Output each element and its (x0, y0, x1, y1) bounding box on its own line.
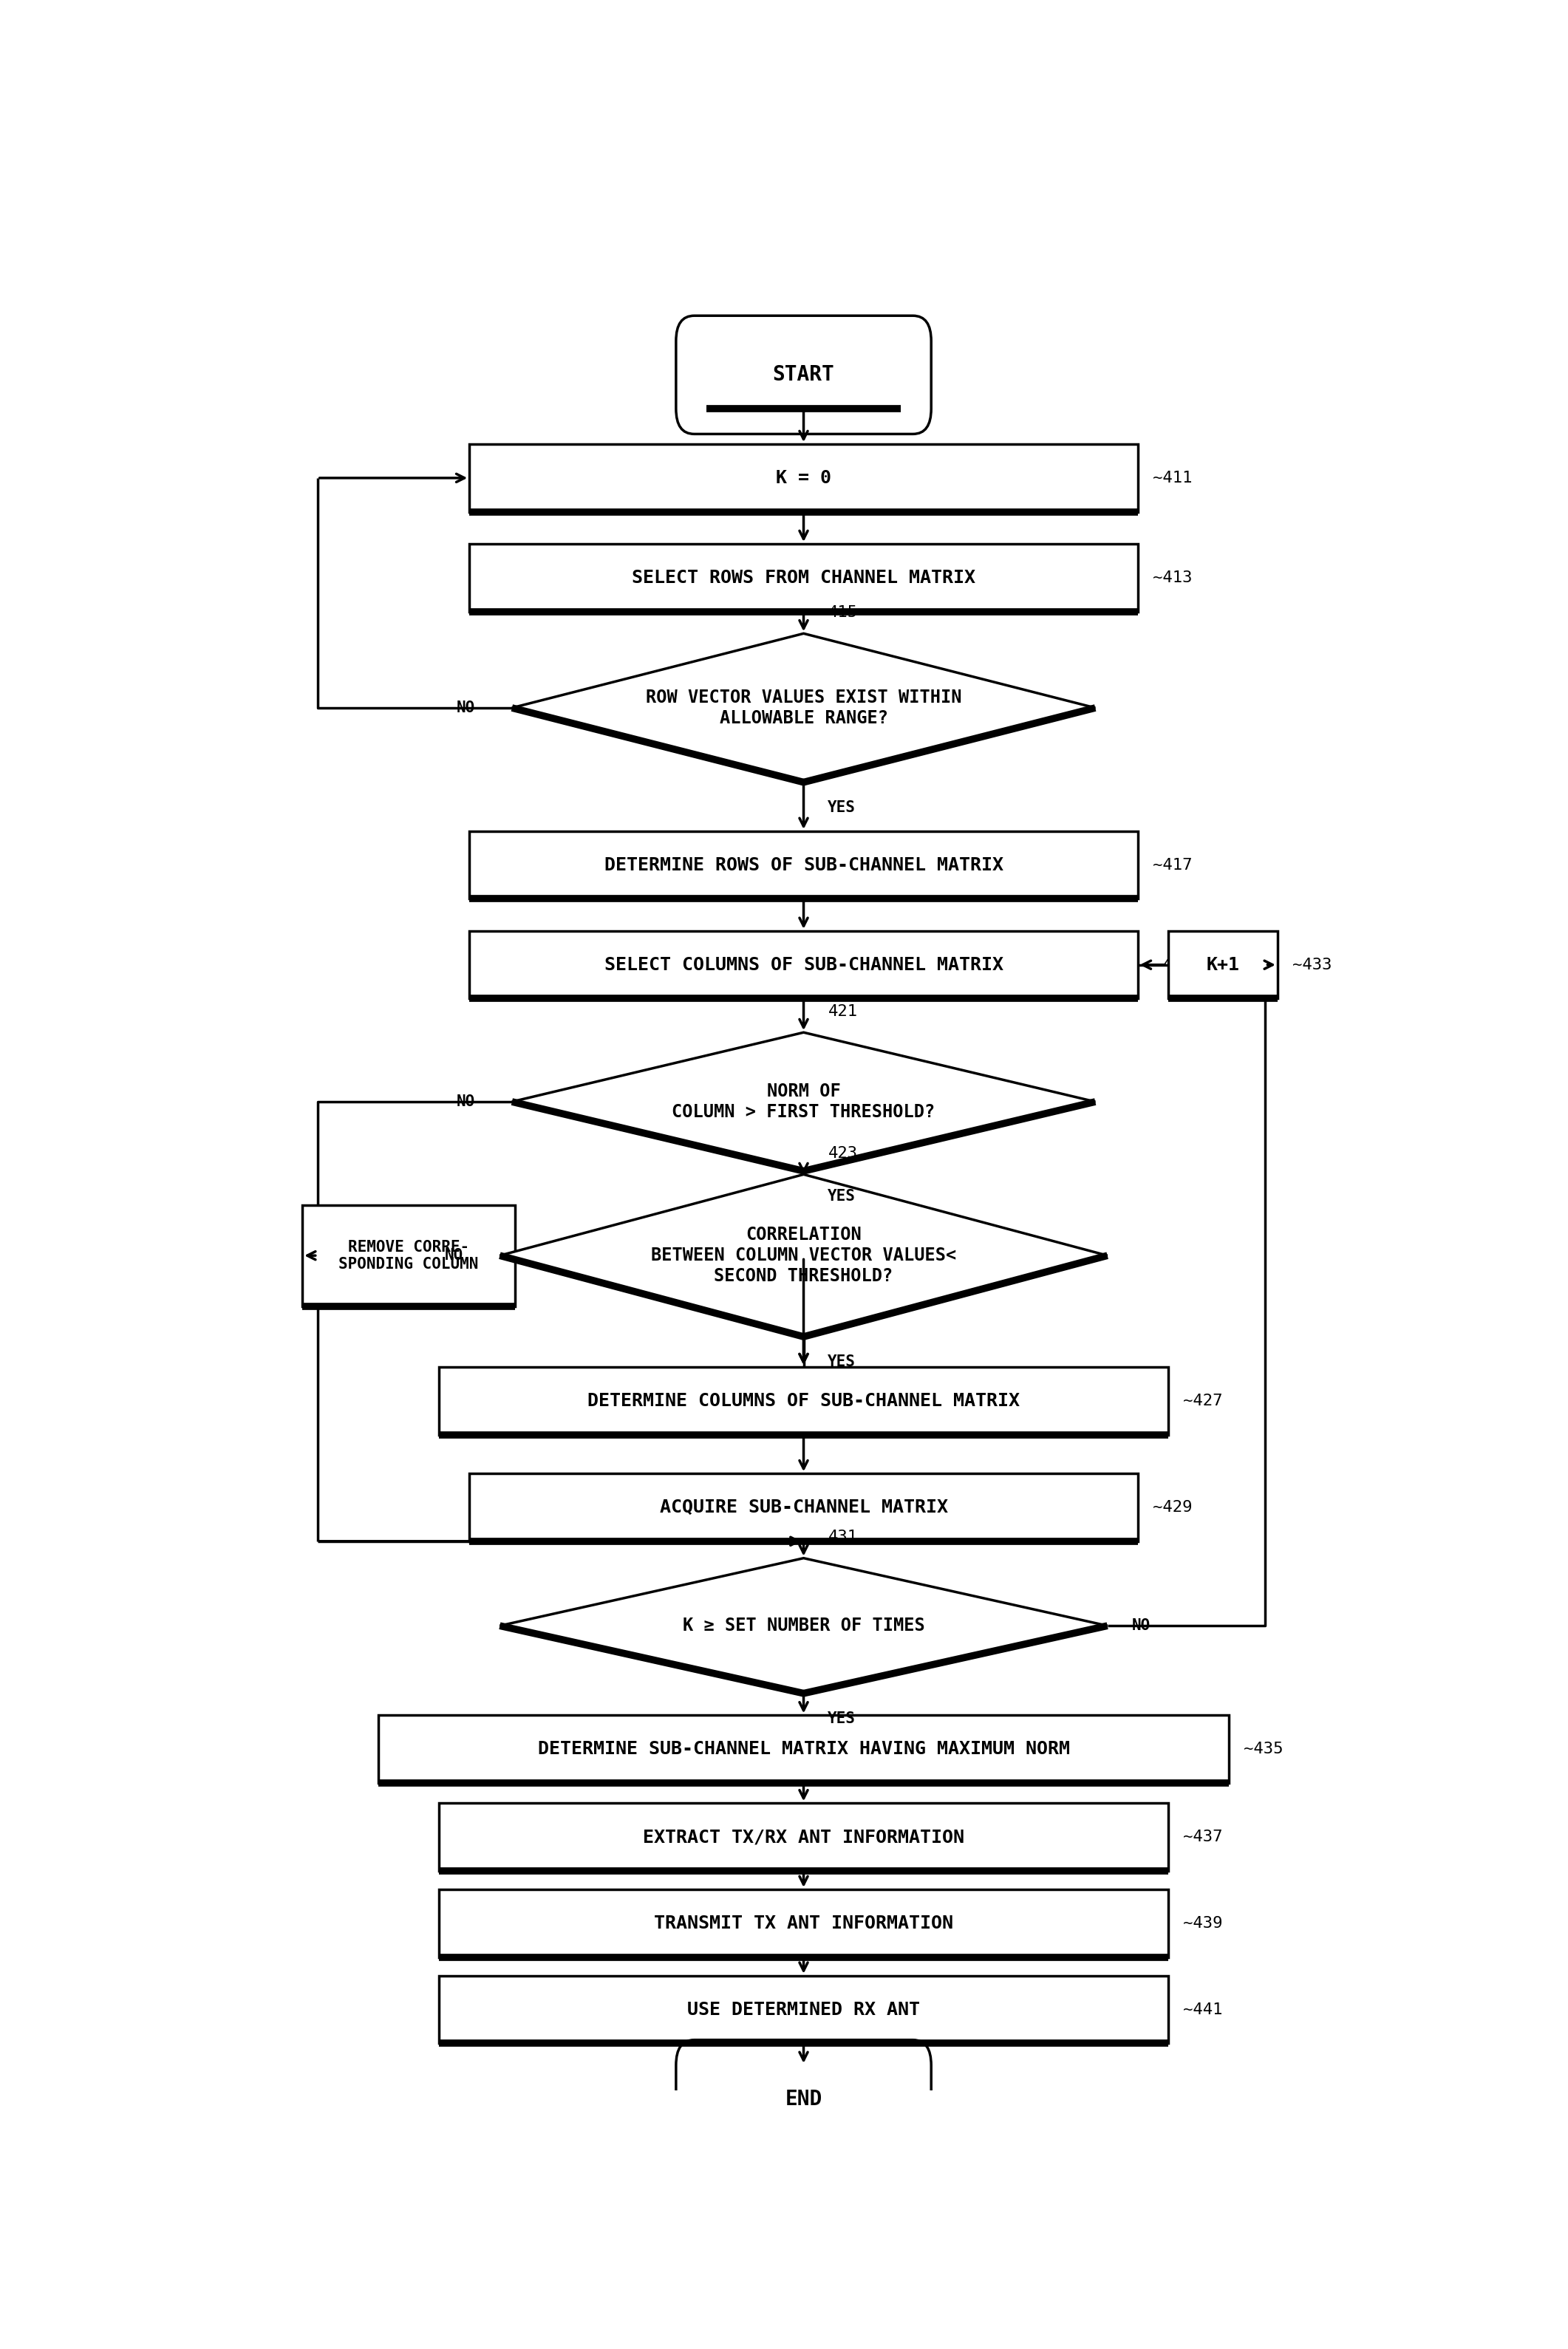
Text: ~411: ~411 (1152, 470, 1192, 486)
Text: DETERMINE COLUMNS OF SUB-CHANNEL MATRIX: DETERMINE COLUMNS OF SUB-CHANNEL MATRIX (588, 1393, 1019, 1409)
Text: EXTRACT TX/RX ANT INFORMATION: EXTRACT TX/RX ANT INFORMATION (643, 1828, 964, 1846)
Text: 431: 431 (828, 1529, 858, 1546)
Bar (469, 545, 1138, 611)
Bar (439, 1889, 1168, 1957)
Text: ~413: ~413 (1152, 571, 1192, 585)
Bar (439, 1804, 1168, 1870)
Text: NO: NO (445, 1247, 464, 1264)
Text: K+1: K+1 (1206, 956, 1239, 975)
Bar (439, 1367, 1168, 1435)
Text: K = 0: K = 0 (776, 470, 831, 486)
Text: ~441: ~441 (1182, 2001, 1223, 2018)
Text: YES: YES (828, 1189, 856, 1203)
Text: 421: 421 (828, 1003, 858, 1019)
Text: ~433: ~433 (1292, 958, 1331, 972)
Bar (1168, 930, 1278, 998)
Text: K ≥ SET NUMBER OF TIMES: K ≥ SET NUMBER OF TIMES (682, 1616, 925, 1635)
Bar (469, 1473, 1138, 1541)
Polygon shape (511, 1034, 1094, 1172)
Text: ~435: ~435 (1243, 1741, 1283, 1757)
Text: START: START (773, 364, 834, 385)
Text: ~419: ~419 (1152, 958, 1192, 972)
Text: ACQUIRE SUB-CHANNEL MATRIX: ACQUIRE SUB-CHANNEL MATRIX (660, 1499, 947, 1517)
Text: DETERMINE SUB-CHANNEL MATRIX HAVING MAXIMUM NORM: DETERMINE SUB-CHANNEL MATRIX HAVING MAXI… (538, 1741, 1069, 1757)
Text: USE DETERMINED RX ANT: USE DETERMINED RX ANT (687, 2001, 920, 2018)
Text: ~427: ~427 (1182, 1393, 1223, 1409)
Text: REMOVE CORRE-
SPONDING COLUMN: REMOVE CORRE- SPONDING COLUMN (339, 1240, 478, 1271)
Text: END: END (786, 2088, 822, 2109)
Bar (439, 1976, 1168, 2044)
FancyBboxPatch shape (676, 2039, 931, 2159)
Text: SELECT COLUMNS OF SUB-CHANNEL MATRIX: SELECT COLUMNS OF SUB-CHANNEL MATRIX (604, 956, 1004, 975)
Text: ~437: ~437 (1182, 1830, 1223, 1844)
Text: NORM OF
COLUMN > FIRST THRESHOLD?: NORM OF COLUMN > FIRST THRESHOLD? (673, 1083, 935, 1120)
Polygon shape (511, 634, 1094, 782)
Text: YES: YES (828, 1712, 856, 1727)
Bar (469, 832, 1138, 900)
Text: ~425: ~425 (530, 1247, 569, 1264)
Text: YES: YES (828, 801, 856, 815)
Bar (469, 444, 1138, 512)
Text: ~429: ~429 (1152, 1501, 1192, 1515)
Text: TRANSMIT TX ANT INFORMATION: TRANSMIT TX ANT INFORMATION (654, 1914, 953, 1933)
Text: 415: 415 (828, 606, 858, 620)
Text: 423: 423 (828, 1146, 858, 1160)
Text: NO: NO (456, 1095, 475, 1109)
Text: ROW VECTOR VALUES EXIST WITHIN
ALLOWABLE RANGE?: ROW VECTOR VALUES EXIST WITHIN ALLOWABLE… (646, 688, 961, 726)
Text: NO: NO (1132, 1618, 1151, 1633)
Bar (469, 930, 1138, 998)
Text: DETERMINE ROWS OF SUB-CHANNEL MATRIX: DETERMINE ROWS OF SUB-CHANNEL MATRIX (604, 855, 1004, 874)
Bar (303, 1205, 514, 1306)
Text: SELECT ROWS FROM CHANNEL MATRIX: SELECT ROWS FROM CHANNEL MATRIX (632, 568, 975, 587)
Text: NO: NO (456, 700, 475, 714)
Text: ~439: ~439 (1182, 1917, 1223, 1931)
Text: CORRELATION
BETWEEN COLUMN VECTOR VALUES<
SECOND THRESHOLD?: CORRELATION BETWEEN COLUMN VECTOR VALUES… (651, 1226, 956, 1285)
Text: ~417: ~417 (1152, 857, 1192, 871)
Polygon shape (500, 1174, 1107, 1337)
FancyBboxPatch shape (676, 315, 931, 435)
Bar (378, 1715, 1229, 1783)
Polygon shape (500, 1557, 1107, 1694)
Text: YES: YES (828, 1355, 856, 1369)
